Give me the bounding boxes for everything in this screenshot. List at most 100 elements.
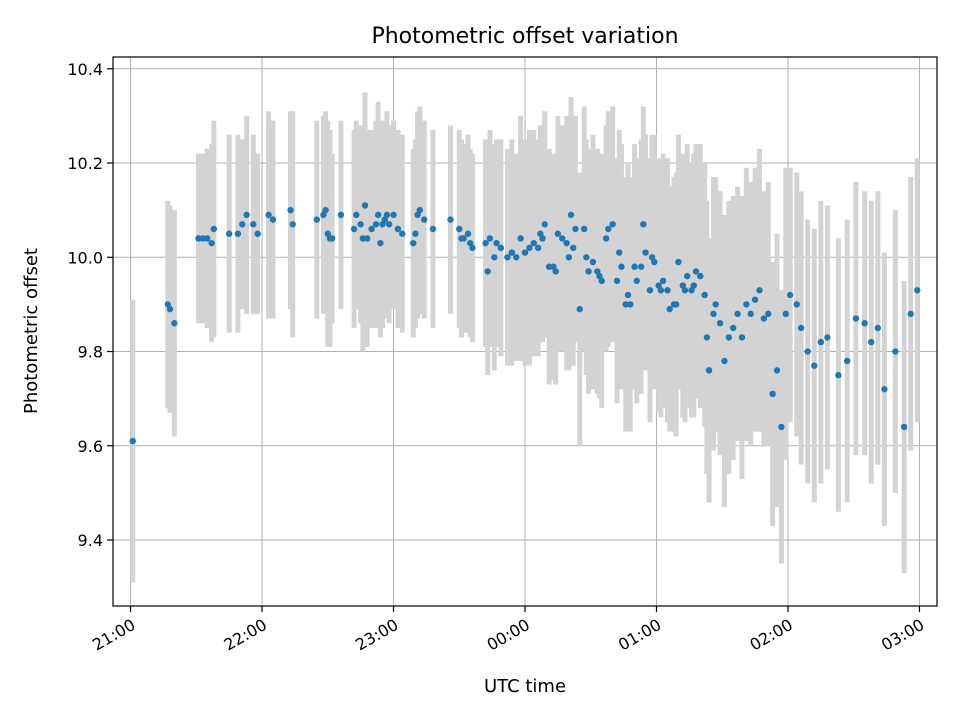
data-point [804, 348, 811, 355]
data-point [508, 249, 516, 256]
data-point [633, 277, 640, 285]
data-point [697, 272, 704, 280]
data-point [399, 230, 406, 237]
data-point [484, 268, 491, 275]
data-point [521, 249, 529, 256]
data-point [580, 225, 588, 233]
data-point [567, 211, 575, 219]
data-point [410, 239, 417, 247]
data-point [637, 263, 645, 270]
data-point [626, 301, 634, 308]
data-point [364, 235, 371, 242]
data-point [534, 244, 542, 252]
data-point [734, 310, 741, 318]
data-point [234, 230, 242, 237]
data-point [195, 235, 202, 242]
data-point [773, 367, 781, 374]
data-point [701, 291, 708, 299]
data-point [589, 258, 597, 266]
data-point [710, 310, 717, 318]
data-point [824, 334, 831, 341]
data-point [852, 315, 860, 322]
data-point [394, 225, 402, 233]
data-point [659, 277, 667, 285]
data-point [914, 287, 921, 294]
data-point [239, 221, 246, 228]
data-point [460, 235, 467, 242]
data-point [269, 216, 277, 223]
data-point [504, 254, 511, 261]
y-tick-label: 9.6 [78, 437, 103, 456]
data-point [721, 357, 728, 365]
data-point [817, 338, 825, 346]
data-point [673, 301, 680, 308]
data-point [664, 287, 671, 294]
data-point [616, 249, 623, 256]
data-point [585, 268, 592, 275]
data-point [640, 221, 647, 228]
data-point [778, 423, 785, 431]
y-tick-label: 9.8 [78, 343, 103, 362]
data-point [765, 310, 772, 318]
data-point [541, 221, 548, 228]
data-point [337, 211, 345, 219]
data-point [563, 239, 570, 247]
data-point [530, 239, 537, 247]
data-point [204, 235, 211, 242]
data-point [793, 301, 800, 308]
data-point [469, 244, 476, 252]
data-point [390, 211, 397, 219]
data-point [646, 287, 654, 294]
data-point [482, 239, 489, 247]
data-point [429, 225, 437, 233]
data-point [651, 258, 658, 266]
data-point [583, 254, 590, 261]
data-point [493, 239, 500, 247]
data-point [751, 296, 759, 303]
data-point [609, 221, 616, 228]
data-point [618, 263, 625, 270]
data-point [357, 221, 364, 228]
data-point [513, 254, 520, 261]
data-point [552, 268, 559, 275]
data-point [572, 225, 579, 233]
data-point [692, 268, 700, 275]
data-point [287, 206, 294, 214]
data-point [797, 324, 805, 332]
data-point [350, 225, 358, 233]
data-point [374, 211, 382, 219]
data-point [631, 263, 638, 270]
data-point [900, 423, 908, 431]
data-point [486, 235, 494, 242]
data-point [881, 386, 888, 393]
data-point [491, 254, 498, 261]
data-point [602, 235, 610, 242]
data-point [605, 225, 612, 233]
y-axis-label: Photometric offset [21, 248, 42, 414]
data-point [747, 310, 754, 318]
data-point [526, 244, 533, 252]
data-point [835, 371, 842, 379]
data-point [385, 221, 393, 228]
data-point [254, 230, 261, 237]
data-point [760, 315, 768, 322]
data-point [570, 244, 577, 252]
data-point [322, 206, 329, 214]
data-point [554, 230, 562, 237]
data-point [712, 301, 719, 308]
data-point [313, 216, 321, 223]
data-point [769, 390, 776, 398]
y-tick-label: 9.4 [78, 531, 103, 550]
data-point [539, 235, 546, 242]
data-point [383, 211, 391, 219]
data-point [576, 305, 583, 313]
data-point [368, 225, 375, 233]
data-point [681, 287, 689, 294]
data-point [243, 211, 250, 219]
data-point [729, 324, 737, 332]
data-point [420, 216, 428, 223]
y-tick-label: 10.2 [67, 154, 103, 173]
data-point [738, 334, 746, 341]
data-point [545, 263, 553, 270]
